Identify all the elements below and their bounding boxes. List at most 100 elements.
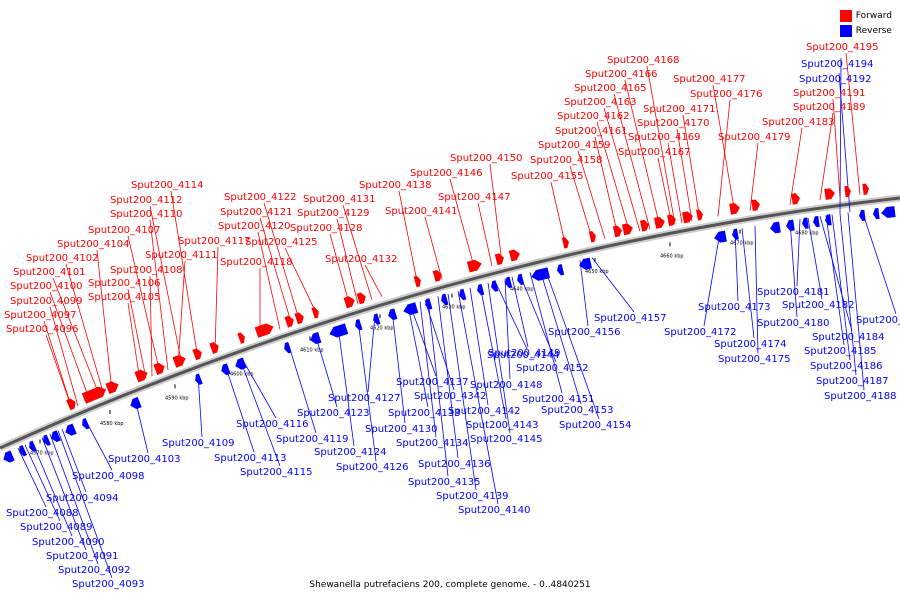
gene-label: Sput200_4093 [72, 579, 145, 590]
leader-line [754, 226, 759, 354]
leader-line [831, 214, 851, 361]
gene-label: Sput200_4157 [594, 313, 667, 324]
leader-line [717, 99, 731, 217]
leader-line [52, 277, 101, 398]
leader-line [41, 437, 87, 551]
leader-line [49, 433, 99, 565]
gene-label: Sput200_4109 [162, 438, 235, 449]
forward-gene-arrow [494, 253, 504, 266]
leader-line [861, 210, 897, 315]
scale-tick-label: 4620 kbp [370, 325, 394, 331]
reverse-gene-arrow [82, 417, 90, 430]
leader-line [594, 136, 619, 237]
gene-label: Sput200_4176 [690, 89, 763, 100]
gene-label: Sput200_4163 [564, 97, 637, 108]
forward-gene-arrow [413, 275, 421, 288]
forward-gene-arrow [311, 307, 319, 319]
gene-label: Sput200_4180 [757, 318, 830, 329]
forward-gene-arrow [682, 211, 693, 224]
leader-line [424, 300, 455, 391]
gene-label: Sput200_4122 [224, 192, 297, 203]
leader-line [391, 309, 406, 424]
forward-gene-arrow [621, 223, 633, 236]
leader-line [667, 142, 683, 224]
gene-label: Sput200_4156 [548, 327, 621, 338]
leader-line [259, 217, 293, 326]
leader-line [398, 190, 419, 287]
gene-label: Sput200_4137 [396, 377, 469, 388]
scale-tick-label: 4580 kbp [100, 421, 124, 427]
leader-line [544, 268, 600, 420]
leader-line [591, 257, 635, 313]
reverse-gene-arrow [491, 280, 499, 292]
gene-label: Sput200_4342 [414, 391, 487, 402]
gene-label: Sput200_4141 [385, 206, 458, 217]
forward-gene-arrow [791, 193, 800, 205]
gene-label: Sput200_4096 [6, 324, 79, 335]
leader-line [577, 150, 606, 239]
leader-line [569, 165, 594, 242]
leader-line [314, 333, 338, 408]
reverse-gene-arrow [65, 423, 77, 436]
reverse-gene-arrow [505, 276, 513, 289]
leader-line [17, 447, 47, 508]
leader-line [127, 288, 147, 379]
genome-backbone [0, 194, 900, 452]
forward-gene-arrow [237, 332, 245, 344]
reverse-gene-arrow [881, 206, 896, 218]
gene-label: Sput200_4134 [396, 438, 469, 449]
forward-gene-arrow [561, 237, 569, 249]
gene-label: Sput200_4185 [804, 346, 877, 357]
gene-label: Sput200_4142 [448, 406, 521, 417]
leader-line [357, 320, 377, 462]
gene-label: Sput200_4125 [245, 237, 318, 248]
forward-gene-arrow [343, 296, 355, 309]
leader-line [43, 320, 73, 409]
gene-label: Sput200_4114 [131, 180, 204, 191]
leader-line [529, 272, 563, 394]
gene-label: Sput200_4143 [466, 420, 539, 431]
forward-gene-arrow [294, 312, 304, 325]
gene-label: Sput200_4100 [10, 281, 83, 292]
leader-line [479, 284, 507, 420]
scale-tick-label: 4600 kbp [230, 371, 254, 377]
gene-label: Sput200_4161 [555, 126, 628, 137]
leader-line [603, 107, 641, 232]
forward-gene-arrow [66, 398, 76, 411]
leader-line [284, 247, 319, 317]
gene-label: Sput200_4115 [240, 467, 313, 478]
gene-label: Sput200_4179 [718, 132, 791, 143]
scale-tick-label: 4570 kbp [30, 450, 54, 456]
forward-gene-arrow [466, 259, 482, 273]
leader-line [825, 215, 845, 346]
leader-line [263, 202, 301, 323]
gene-label: Sput200_4098 [72, 471, 145, 482]
gene-label: Sput200_4186 [810, 361, 883, 372]
gene-label: Sput200_4108 [110, 265, 183, 276]
leader-line [646, 65, 676, 225]
leader-line [170, 190, 199, 359]
reverse-gene-arrow [813, 215, 820, 228]
gene-label: Sput200_4172 [664, 327, 737, 338]
reverse-gene-arrow [403, 302, 419, 316]
leader-line [24, 444, 61, 522]
reverse-gene-arrow [221, 363, 231, 376]
leader-line [469, 287, 489, 406]
gene-label: Sput200_4128 [290, 223, 363, 234]
gene-label: Sput200_4088 [6, 508, 79, 519]
gene-label: Sput200_4110 [110, 209, 183, 220]
leader-line [819, 112, 834, 201]
leader-line [65, 263, 105, 396]
gene-label: Sput200_4140 [458, 505, 531, 516]
gene-label: Sput200_4155 [511, 171, 584, 182]
leader-line [519, 274, 557, 363]
leader-line [789, 220, 798, 318]
leader-line [511, 276, 529, 348]
reverse-gene-arrow [284, 341, 292, 354]
leader-line [149, 275, 153, 377]
forward-gene-arrow [284, 315, 294, 328]
leader-line [839, 57, 842, 214]
forward-gene-arrow [639, 219, 649, 232]
gene-label: Sput200_4130 [365, 424, 438, 435]
forward-gene-arrow [844, 185, 851, 198]
